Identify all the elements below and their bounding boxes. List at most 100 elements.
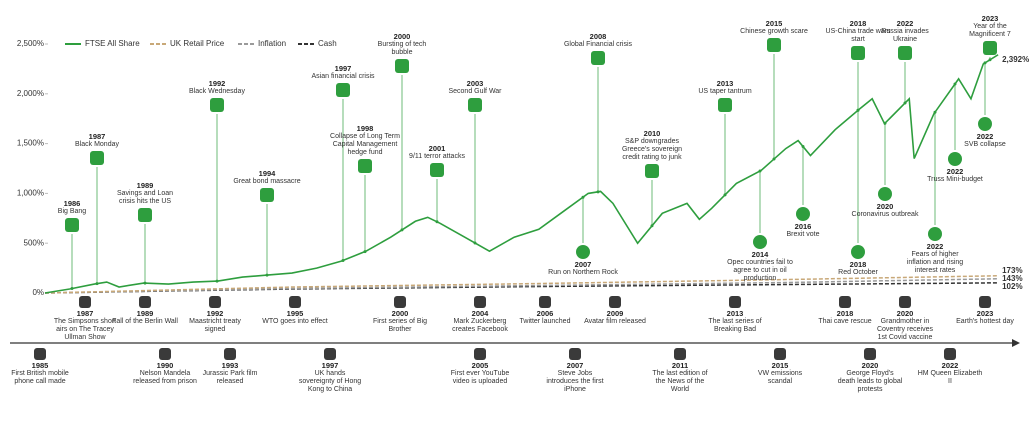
y-tick-label: 2,000% <box>17 89 44 98</box>
event-year: 2018 <box>836 309 854 318</box>
event-dot <box>473 241 477 245</box>
event-year: 2023 <box>976 309 994 318</box>
event-text: First ever YouTube video is uploaded <box>450 370 510 385</box>
event-text: Run on Northern Rock <box>548 269 618 276</box>
event-text: Opec countries fail to agree to cut in o… <box>727 259 793 282</box>
event-annotation: 1989 Savings and Loan crisis hits the US <box>110 182 180 224</box>
event-icon <box>394 296 406 308</box>
event-annotation: 2008 Global Financial crisis <box>563 33 633 67</box>
event-year: 2010 <box>643 129 661 138</box>
event-annotation: 1987 Black Monday <box>62 133 132 167</box>
timeline-event: 2000 First series of Big Brother <box>367 294 433 334</box>
event-text: Fall of the Berlin Wall <box>112 318 178 325</box>
y-tick-label: 1,000% <box>17 189 44 198</box>
event-year: 2020 <box>876 202 894 211</box>
event-year: 1987 <box>76 309 94 318</box>
event-text: Twitter launched <box>519 318 571 325</box>
timeline-event: 1985 First British mobile phone call made <box>7 346 73 386</box>
timeline-event: 2007 Steve Jobs introduces the first iPho… <box>542 346 608 394</box>
event-dot <box>933 110 937 114</box>
y-tick-label: 500% <box>24 238 44 247</box>
event-dot <box>988 58 992 62</box>
end-label: 2,392% <box>1002 55 1029 64</box>
event-icon <box>591 51 605 65</box>
event-text: Brexit vote <box>786 231 820 238</box>
event-icon <box>948 152 962 166</box>
event-annotation: 2022 Russia invades Ukraine <box>870 20 940 62</box>
timeline-event: 2011 The last edition of the News of the … <box>647 346 713 394</box>
event-icon <box>209 296 221 308</box>
event-dot <box>581 195 585 199</box>
event-dot <box>363 250 367 254</box>
event-year: 2016 <box>794 222 812 231</box>
event-icon <box>395 59 409 73</box>
event-text: Coronavirus outbreak <box>851 211 919 218</box>
event-annotation: 2000 Bursting of tech bubble <box>367 33 437 75</box>
event-text: US taper tantrum <box>698 88 752 95</box>
event-annotation: 2014 Opec countries fail to agree to cut … <box>725 233 795 283</box>
event-dot <box>983 61 987 65</box>
event-year: 2018 <box>849 19 867 28</box>
legend-label: Cash <box>318 39 337 48</box>
event-icon <box>645 164 659 178</box>
event-icon <box>796 207 810 221</box>
event-icon <box>979 296 991 308</box>
event-icon <box>539 296 551 308</box>
event-icon <box>851 245 865 259</box>
event-text: Red October <box>838 269 878 276</box>
event-icon <box>474 296 486 308</box>
event-dot <box>650 224 654 228</box>
event-text: Black Monday <box>75 141 119 148</box>
event-text: Big Bang <box>57 208 87 215</box>
event-text: George Floyd's death leads to global pro… <box>837 370 903 393</box>
event-annotation: 2003 Second Gulf War <box>440 80 510 114</box>
event-dot <box>758 169 762 173</box>
timeline-event: 2004 Mark Zuckerberg creates Facebook <box>447 294 513 334</box>
event-icon <box>767 38 781 52</box>
timeline-event: 1995 WTO goes into effect <box>262 294 328 326</box>
event-year: 2007 <box>574 260 592 269</box>
event-icon <box>289 296 301 308</box>
timeline-event: 2020 George Floyd's death leads to global… <box>837 346 903 394</box>
y-tick-label: 0% <box>32 288 44 297</box>
event-year: 2013 <box>726 309 744 318</box>
event-annotation: 1994 Great bond massacre <box>232 170 302 204</box>
event-text: Fears of higher inflation and rising int… <box>906 251 964 274</box>
event-year: 2001 <box>428 144 446 153</box>
event-icon <box>90 151 104 165</box>
event-icon <box>839 296 851 308</box>
event-annotation: 2023 Year of the Magnificent 7 <box>955 15 1025 57</box>
event-year: 1993 <box>221 361 239 370</box>
event-text: Jurassic Park film released <box>202 370 258 385</box>
event-icon <box>139 296 151 308</box>
event-icon <box>336 83 350 97</box>
event-year: 1997 <box>334 64 352 73</box>
event-year: 2015 <box>765 19 783 28</box>
y-tick-label: 1,500% <box>17 139 44 148</box>
timeline-event: 2006 Twitter launched <box>512 294 578 326</box>
event-icon <box>138 208 152 222</box>
event-dot <box>596 190 600 194</box>
event-text: VW emissions scandal <box>757 370 803 385</box>
event-text: Collapse of Long Term Capital Management… <box>330 133 400 156</box>
legend-label: UK Retail Price <box>170 39 225 48</box>
event-annotation: 2013 US taper tantrum <box>690 80 760 114</box>
event-year: 2007 <box>566 361 584 370</box>
event-text: Russia invades Ukraine <box>881 28 929 43</box>
event-icon <box>899 296 911 308</box>
event-text: Great bond massacre <box>233 178 301 185</box>
event-year: 2009 <box>606 309 624 318</box>
event-year: 1992 <box>206 309 224 318</box>
y-tick-label: 2,500% <box>17 39 44 48</box>
event-dot <box>801 145 805 149</box>
series-line <box>44 54 999 294</box>
event-icon <box>79 296 91 308</box>
event-year: 1994 <box>258 169 276 178</box>
event-annotation: 2020 Coronavirus outbreak <box>850 185 920 219</box>
event-annotation: 2022 SVB collapse <box>950 115 1020 149</box>
event-icon <box>609 296 621 308</box>
event-text: First series of Big Brother <box>372 318 428 333</box>
event-year: 2000 <box>393 32 411 41</box>
event-dot <box>856 108 860 112</box>
